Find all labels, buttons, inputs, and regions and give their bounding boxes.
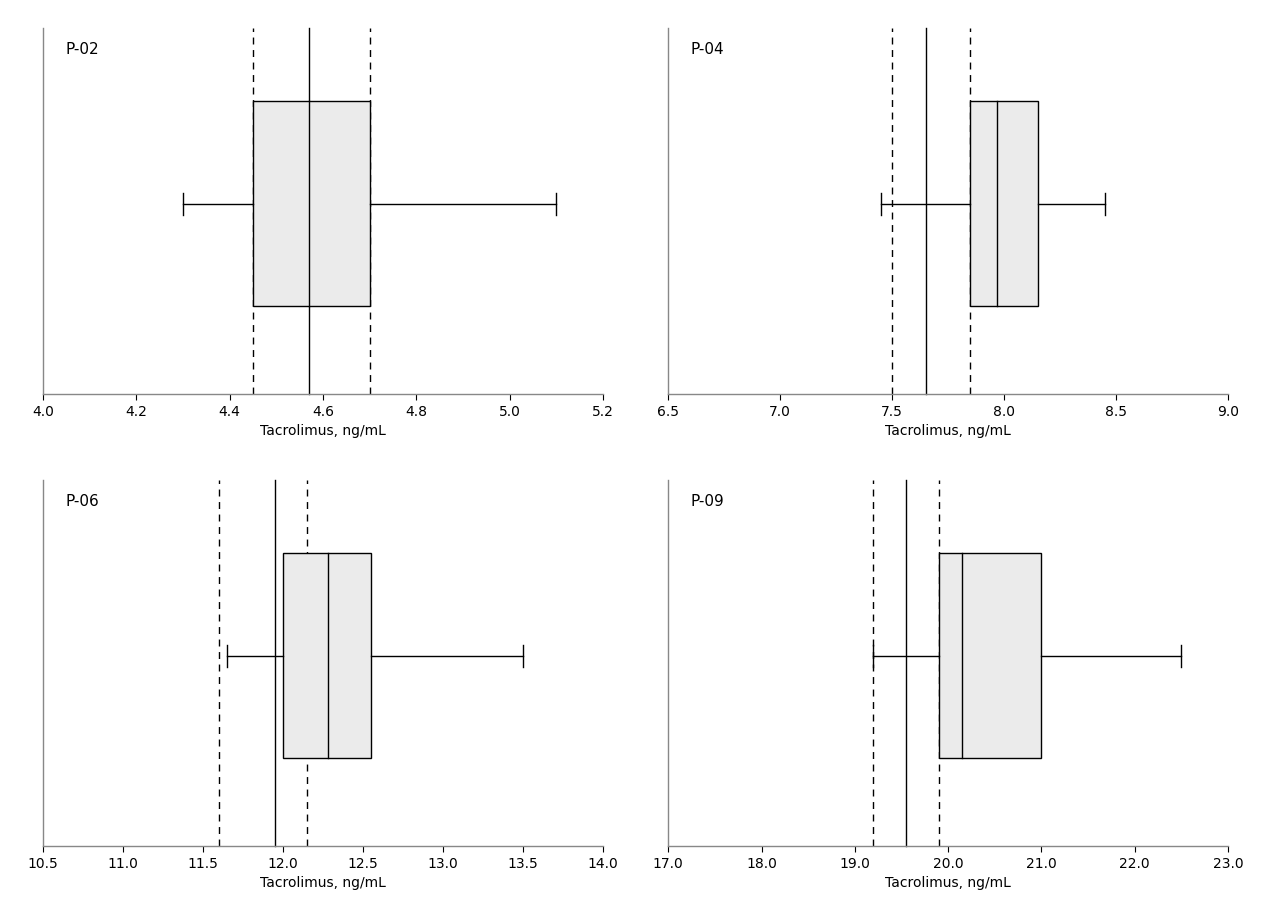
X-axis label: Tacrolimus, ng/mL: Tacrolimus, ng/mL	[261, 876, 386, 890]
X-axis label: Tacrolimus, ng/mL: Tacrolimus, ng/mL	[885, 424, 1010, 438]
Text: P-02: P-02	[66, 42, 99, 58]
Bar	[283, 554, 371, 758]
Text: P-09: P-09	[690, 495, 724, 509]
Text: P-04: P-04	[690, 42, 724, 58]
Text: P-06: P-06	[66, 495, 99, 509]
Bar	[971, 101, 1037, 307]
Bar	[939, 554, 1041, 758]
Bar	[253, 101, 370, 307]
X-axis label: Tacrolimus, ng/mL: Tacrolimus, ng/mL	[261, 424, 386, 438]
X-axis label: Tacrolimus, ng/mL: Tacrolimus, ng/mL	[885, 876, 1010, 890]
